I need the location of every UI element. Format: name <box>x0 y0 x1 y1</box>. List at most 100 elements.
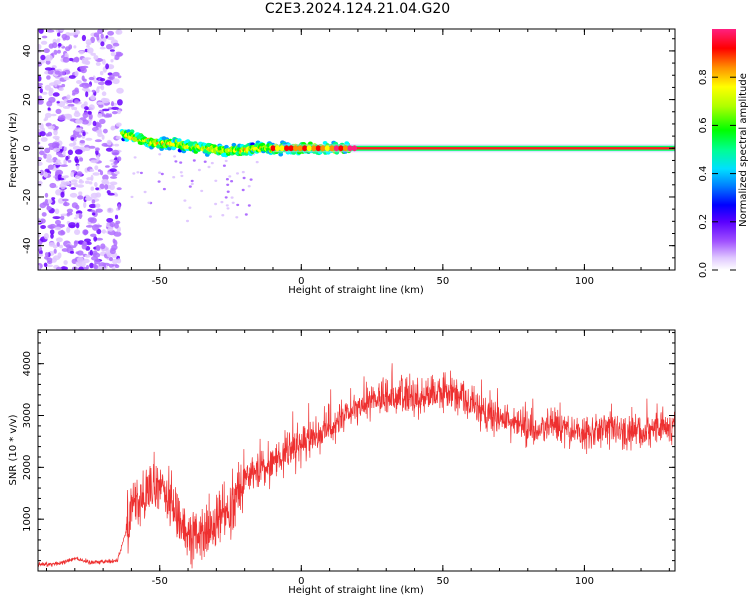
snr-marks <box>38 363 675 569</box>
noise-mark <box>84 254 91 258</box>
noise-mark <box>83 266 88 270</box>
scatter-mark <box>231 201 235 204</box>
noise-mark <box>76 80 82 84</box>
noise-mark <box>76 184 85 188</box>
noise-mark <box>100 84 105 91</box>
noise-mark <box>91 199 96 204</box>
ridge-mark <box>176 138 182 143</box>
noise-mark <box>111 149 120 156</box>
noise-mark <box>73 107 78 111</box>
noise-mark <box>111 111 118 115</box>
noise-mark <box>69 192 78 198</box>
noise-mark <box>90 233 97 237</box>
spectrogram-frame <box>37 28 676 271</box>
carrier-blob <box>315 145 321 152</box>
noise-mark <box>101 229 107 234</box>
noise-mark <box>58 145 63 150</box>
carrier-blob <box>338 145 344 152</box>
noise-mark <box>60 229 65 235</box>
scatter-mark <box>179 161 183 164</box>
noise-mark <box>90 52 96 56</box>
snr-series-line <box>38 363 675 569</box>
scatter-mark <box>179 171 183 174</box>
noise-mark <box>94 165 99 171</box>
noise-mark <box>64 181 71 186</box>
noise-mark <box>90 186 95 191</box>
scatter-mark <box>203 160 207 163</box>
noise-mark <box>97 113 103 118</box>
noise-mark <box>109 221 116 228</box>
noise-mark <box>49 182 57 189</box>
noise-mark <box>97 169 102 172</box>
noise-mark <box>83 57 92 60</box>
noise-mark <box>83 78 87 82</box>
scatter-mark <box>221 214 225 217</box>
noise-mark <box>54 70 61 75</box>
noise-mark <box>91 89 96 93</box>
noise-mark <box>49 223 57 229</box>
noise-mark <box>105 147 113 152</box>
noise-mark <box>41 212 47 217</box>
noise-mark <box>70 187 76 190</box>
noise-mark <box>95 147 100 151</box>
noise-mark <box>47 164 54 170</box>
noise-mark <box>89 262 94 269</box>
noise-mark <box>43 233 49 240</box>
noise-mark <box>84 238 91 243</box>
noise-mark <box>44 199 49 204</box>
noise-mark <box>63 159 67 166</box>
noise-mark <box>45 133 50 137</box>
scatter-mark <box>224 159 228 163</box>
noise-mark <box>46 153 52 160</box>
scatter-mark <box>192 159 196 162</box>
ridge-mark <box>344 141 350 146</box>
noise-mark <box>51 197 56 200</box>
noise-mark <box>60 181 66 184</box>
scatter-mark <box>200 189 204 193</box>
noise-mark <box>80 67 87 74</box>
noise-mark <box>84 60 91 65</box>
noise-mark <box>68 222 76 229</box>
scatter-mark <box>157 180 161 183</box>
noise-mark <box>110 176 118 179</box>
colorbar-tick-label: 0.0 <box>698 262 709 278</box>
noise-mark <box>88 145 96 149</box>
noise-mark <box>114 222 119 229</box>
y-tick-label: 2000 <box>22 455 33 480</box>
noise-mark <box>49 229 55 235</box>
noise-mark <box>71 92 76 96</box>
noise-mark <box>39 123 44 130</box>
noise-mark <box>97 101 104 105</box>
noise-mark <box>52 135 60 140</box>
noise-mark <box>40 225 46 229</box>
noise-mark <box>75 204 80 210</box>
x-tick-label: -50 <box>152 576 168 587</box>
y-tick-label: 40 <box>22 45 33 58</box>
scatter-mark <box>214 202 218 206</box>
scatter-mark <box>225 204 229 207</box>
noise-mark <box>44 192 49 198</box>
noise-mark <box>106 44 113 50</box>
noise-mark <box>38 29 44 34</box>
colorbar-label: Normalized spectral amplitude <box>738 73 749 227</box>
y-tick-label: 4000 <box>22 351 33 376</box>
noise-mark <box>99 71 104 76</box>
scatter-mark <box>228 175 232 178</box>
scatter-mark <box>249 178 253 181</box>
noise-mark <box>116 258 122 264</box>
noise-mark <box>107 192 115 196</box>
noise-mark <box>90 192 99 199</box>
noise-mark <box>69 118 78 122</box>
noise-mark <box>51 42 58 49</box>
noise-mark <box>62 56 70 63</box>
noise-mark <box>93 236 98 242</box>
noise-mark <box>91 212 96 216</box>
scatter-mark <box>235 216 239 219</box>
noise-mark <box>74 156 79 163</box>
noise-mark <box>54 208 60 215</box>
noise-mark <box>99 118 106 124</box>
noise-mark <box>78 191 83 196</box>
noise-mark <box>116 30 120 35</box>
noise-mark <box>65 244 71 249</box>
noise-mark <box>53 248 57 254</box>
